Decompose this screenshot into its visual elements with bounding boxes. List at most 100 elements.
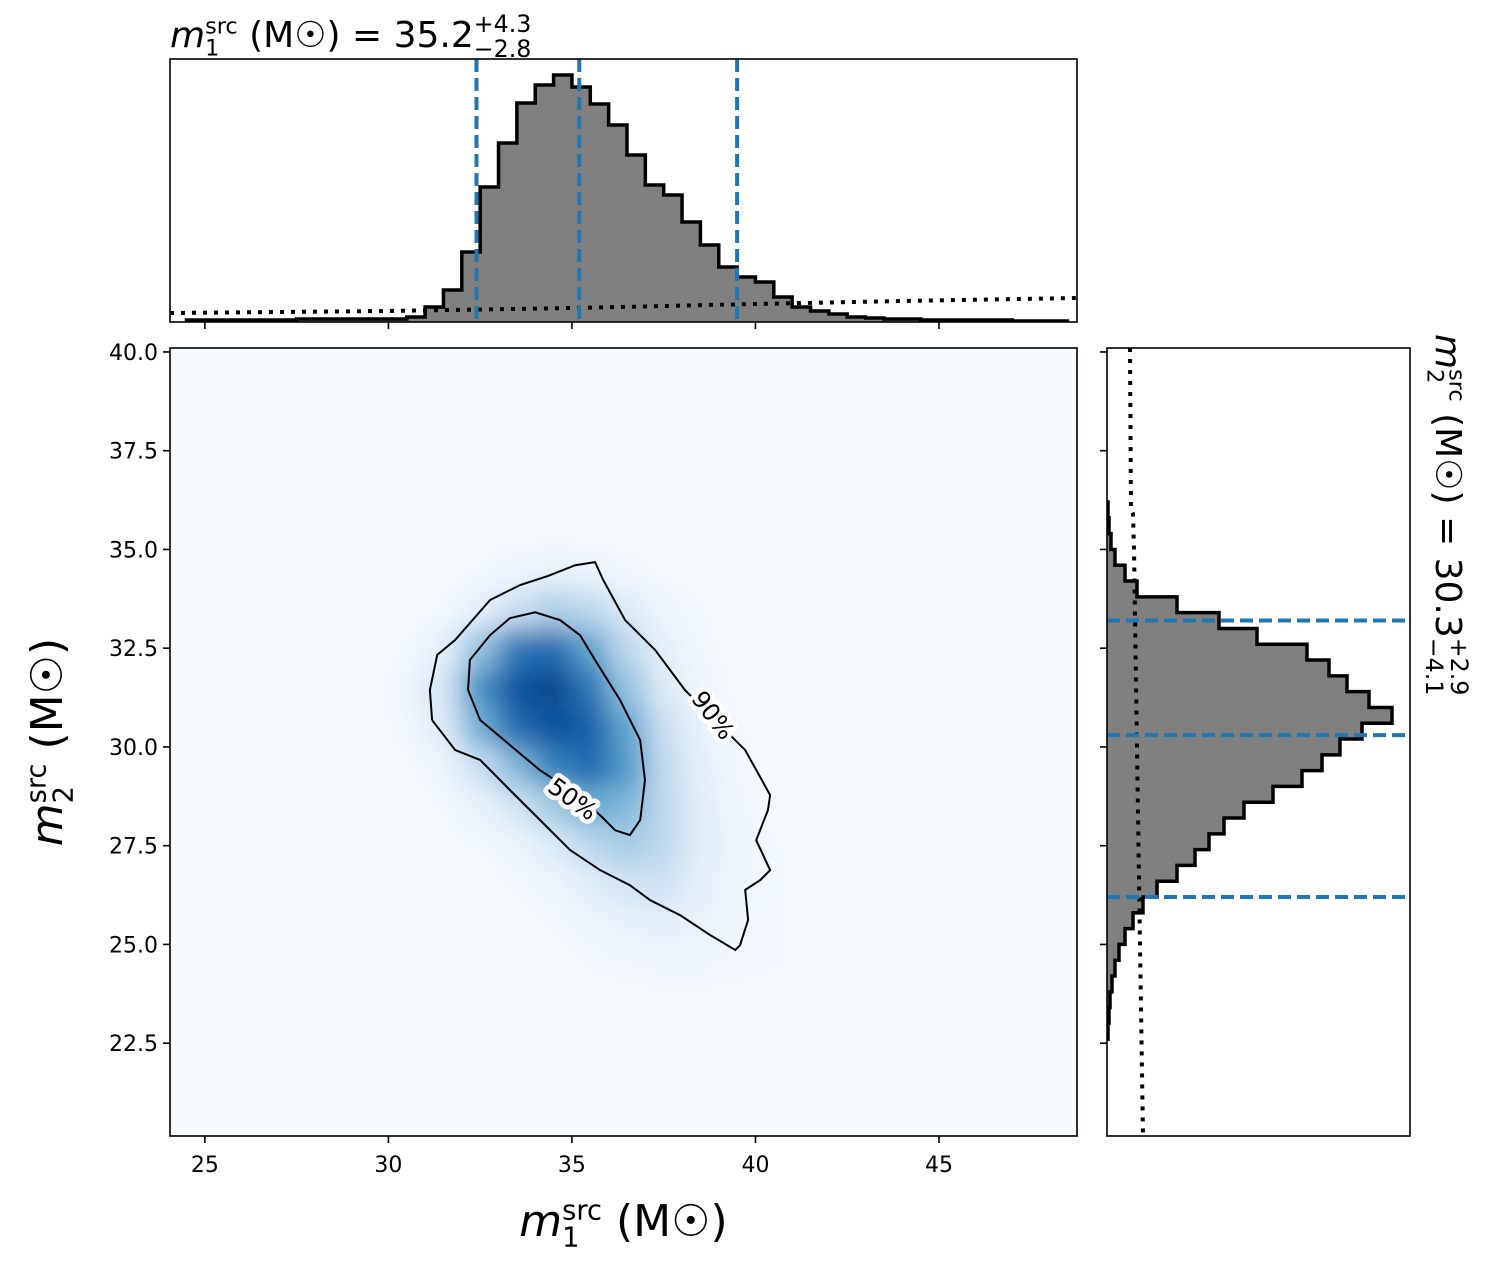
heatmap-cell (535, 707, 573, 748)
heatmap-cell (792, 825, 830, 866)
bar (1107, 912, 1133, 929)
subscript: 1 (205, 36, 219, 62)
heatmap-cell (682, 746, 720, 787)
bar (865, 318, 885, 322)
bar (1107, 628, 1257, 645)
histogram-outline (1107, 500, 1394, 1041)
histogram-outline (184, 73, 1070, 322)
bar (1107, 833, 1209, 850)
bar (1107, 739, 1340, 756)
heatmap-cell (388, 786, 426, 827)
heatmap-cell (425, 865, 463, 906)
lower-error: −4.1 (1420, 638, 1448, 696)
heatmap-cell (755, 904, 793, 945)
heatmap-cell (571, 667, 610, 708)
bar (443, 290, 463, 322)
histogram (170, 59, 1077, 322)
heatmap-cell (718, 904, 756, 945)
heatmap-cell (498, 667, 536, 708)
heatmap-cell (425, 904, 463, 945)
heatmap-cell (498, 944, 536, 985)
heatmap-cell (461, 588, 500, 629)
heatmap-cell (718, 549, 756, 590)
heatmap-cell (755, 746, 793, 787)
heatmap-cell (608, 944, 646, 985)
heatmap-cell (682, 588, 720, 629)
contour-line (428, 560, 772, 952)
y-axis-label: msrc2 (M☉) (21, 638, 79, 846)
bar (590, 104, 609, 322)
heatmap-cell (425, 944, 463, 985)
bar (1107, 786, 1273, 803)
heatmap-cell (608, 825, 646, 866)
bar (810, 311, 830, 322)
contour-line (467, 611, 646, 837)
heatmap-cell (461, 786, 500, 827)
upper-error: +4.3 (474, 10, 532, 38)
bar (737, 277, 756, 322)
heatmap-cell (461, 825, 500, 866)
x-tick-label: 25 (191, 1153, 219, 1178)
x-axis-label-text: msrc 1 (M☉) (519, 1195, 727, 1253)
lower-error: −2.8 (474, 35, 532, 63)
panel-title: msrc2 (M☉) = 30.3+2.9−4.1 (1420, 334, 1473, 695)
heatmap-cell (718, 667, 756, 708)
heatmap-cell (388, 707, 426, 748)
label-text: (M☉) = 30.3 (1427, 402, 1468, 638)
heatmap-cell (718, 825, 756, 866)
heatmap-cell (645, 865, 683, 906)
superscript: src (205, 13, 238, 39)
heatmap-cell (461, 549, 500, 590)
y-axis-label-text: msrc2 (M☉) (21, 638, 79, 846)
symbol: m (170, 15, 205, 56)
heatmap-cell (718, 588, 756, 629)
heatmap-cell (682, 865, 720, 906)
heatmap-cell (645, 667, 683, 708)
heatmap-cell (498, 904, 536, 945)
heatmap-cell (388, 588, 426, 629)
heatmap-cell (718, 628, 756, 669)
x-tick-label: 35 (558, 1153, 586, 1178)
bar (406, 317, 426, 322)
bar (1107, 675, 1347, 692)
heatmap-cell (755, 786, 793, 827)
bar (1107, 549, 1115, 566)
heatmap-cell (718, 786, 756, 827)
heatmap-cell (645, 944, 683, 985)
heatmap-cell (461, 944, 500, 985)
heatmap-cell (388, 904, 426, 945)
heatmap-cell (755, 549, 793, 590)
heatmap-cell (461, 865, 500, 906)
heatmap-cell (425, 746, 463, 787)
heatmap-cell (645, 746, 683, 787)
histogram (1107, 348, 1410, 1136)
heatmap-cell (792, 549, 830, 590)
heatmap-cell (755, 707, 793, 748)
heatmap-cell (425, 786, 463, 827)
heatmap-cell (608, 865, 646, 906)
subscript: 2 (1421, 369, 1447, 383)
heatmap-cell (535, 904, 573, 945)
heatmap-cell (571, 707, 610, 748)
bar (516, 103, 536, 322)
heatmap-cell (755, 588, 793, 629)
bar (700, 245, 720, 322)
heatmap-cell (682, 549, 720, 590)
heatmap-cell (792, 746, 830, 787)
heatmap-cell (571, 746, 610, 787)
bar (718, 267, 738, 322)
heatmap-cell (682, 786, 720, 827)
bar (1107, 770, 1302, 787)
heatmap-cell (608, 549, 646, 590)
heatmap-cell (498, 549, 536, 590)
bar (1107, 897, 1143, 914)
heatmap-cell (792, 786, 830, 827)
bar (1107, 928, 1125, 945)
panel-title: msrc 1 (M☉) = 35.2 +4.3−2.8 (170, 10, 531, 63)
heatmap-cell (755, 944, 793, 985)
heatmap-cell (498, 628, 536, 669)
bar (1107, 881, 1157, 898)
heatmap-cell (645, 549, 683, 590)
heatmap-cell (682, 904, 720, 945)
